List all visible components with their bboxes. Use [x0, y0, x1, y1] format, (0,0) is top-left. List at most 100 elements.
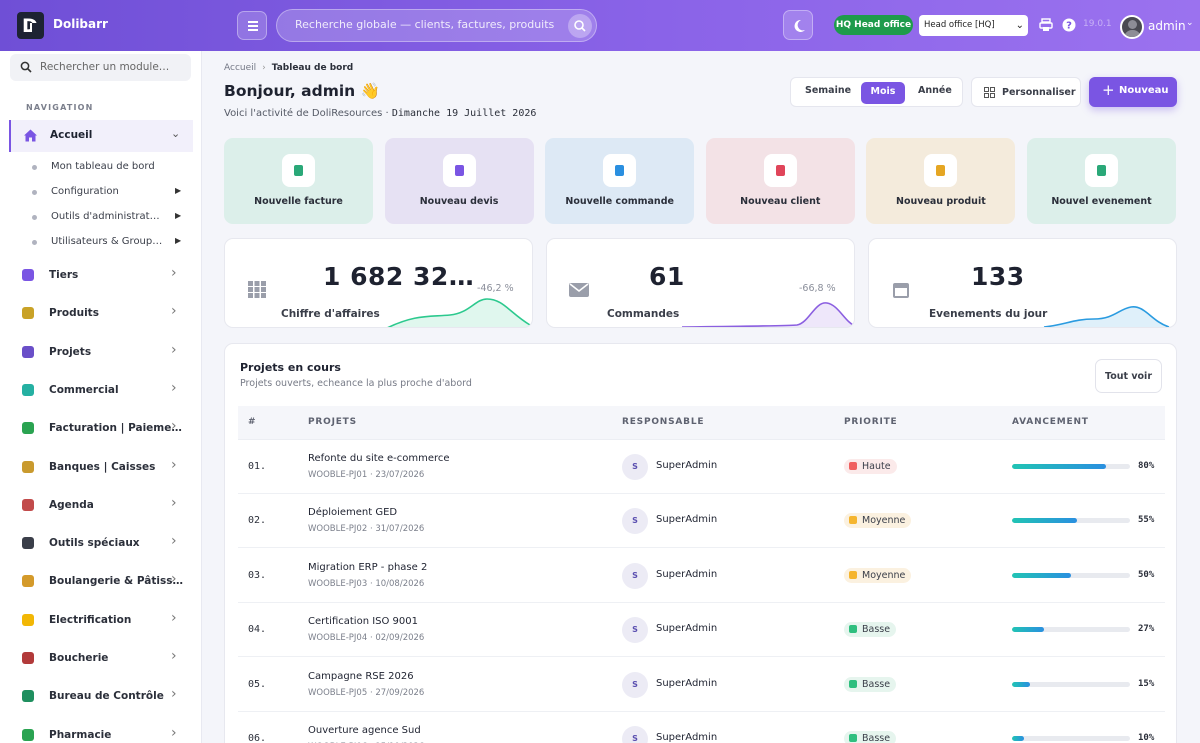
sidebar-item-label: Pharmacie	[49, 728, 112, 741]
project-name[interactable]: Refonte du site e-commerce	[308, 453, 450, 464]
project-name[interactable]: Migration ERP - phase 2	[308, 561, 428, 573]
sidebar-item[interactable]: Produits ›	[0, 302, 200, 326]
sidebar-item-label: Accueil	[50, 129, 93, 141]
sidebar-item[interactable]: Tiers ›	[0, 264, 200, 288]
quick-action-card[interactable]: Nouveau client	[705, 138, 855, 224]
module-search-input[interactable]	[40, 61, 180, 73]
table-row[interactable]: 04. Certification ISO 9001 WOOBLE-PJ04 · 0…	[238, 603, 1165, 658]
theme-toggle-button[interactable]	[783, 10, 813, 40]
project-name[interactable]: Déploiement GED	[308, 507, 398, 519]
priority-dot-icon	[849, 462, 857, 470]
kpi-sparkline	[681, 302, 854, 327]
project-name[interactable]: Certification ISO 9001	[308, 616, 418, 628]
sidebar-item[interactable]: Bureau de Contrôle ›	[0, 685, 200, 709]
subtitle-text: Voici l'activité de DoliResources ·	[224, 108, 389, 119]
bullet-icon	[32, 190, 37, 195]
project-name[interactable]: Ouverture agence Sud	[308, 725, 421, 736]
quick-action-card[interactable]: Nouveau produit	[866, 138, 1016, 224]
kpi-card[interactable]: 133 Evenements du jour	[868, 238, 1177, 328]
calendar-icon	[22, 498, 34, 511]
owner-name: SuperAdmin	[656, 514, 718, 526]
entity-select[interactable]: Head office [HQ] ⌄	[919, 15, 1028, 36]
menu-toggle-button[interactable]	[237, 11, 267, 40]
col-project[interactable]: PROJETS	[308, 417, 357, 427]
app-name[interactable]: Dolibarr	[53, 17, 108, 31]
avatar[interactable]	[1120, 15, 1144, 39]
kpi-label: Commandes	[607, 308, 680, 320]
new-label: Nouveau	[1119, 85, 1169, 96]
global-search-input[interactable]	[295, 18, 555, 31]
chevron-right-icon: ›	[171, 379, 177, 396]
help-icon[interactable]: ?	[1062, 18, 1076, 32]
quick-action-label: Nouveau devis	[419, 196, 499, 207]
table-row[interactable]: 03. Migration ERP - phase 2 WOOBLE-PJ03 · …	[238, 549, 1165, 603]
top-bar: D Dolibarr HQ Head office Head office [H…	[0, 0, 1200, 51]
sidebar-item[interactable]: Commercial ›	[0, 379, 200, 403]
new-button[interactable]: + Nouveau	[1089, 77, 1177, 107]
caret-right-icon: ▶	[175, 186, 182, 195]
breadcrumb-home[interactable]: Accueil	[224, 63, 257, 73]
customize-button[interactable]: Personnaliser	[971, 77, 1081, 107]
quick-action-card[interactable]: Nouvelle commande	[545, 138, 695, 224]
print-icon[interactable]	[1039, 18, 1053, 32]
kpi-card[interactable]: 1 682 32… -46,2 % Chiffre d'affaires	[224, 238, 533, 328]
progress-bar	[1012, 518, 1130, 524]
kpi-value: 1 682 32…	[323, 262, 475, 291]
col-priority[interactable]: PRIORITE	[844, 417, 898, 427]
table-row[interactable]: 05. Campagne RSE 2026 WOOBLE-PJ05 · 27/09/…	[238, 658, 1165, 712]
user-menu[interactable]: admin	[1148, 19, 1186, 33]
priority-dot-icon	[849, 570, 857, 579]
kpi-value: 61	[649, 262, 685, 291]
col-owner[interactable]: RESPONSABLE	[622, 417, 705, 427]
table-row[interactable]: 06.Ouverture agence SudWOOBLE-PJ06 · 15/…	[238, 712, 1165, 743]
project-name[interactable]: Campagne RSE 2026	[308, 670, 414, 682]
sidebar-item[interactable]: Projets ›	[0, 341, 200, 365]
mail-icon	[569, 283, 589, 297]
sidebar-item[interactable]: Agenda ›	[0, 494, 200, 518]
quick-action-label: Nouvelle commande	[565, 196, 674, 207]
sidebar-item[interactable]: Pharmacie ›	[0, 724, 200, 743]
bullet-icon	[32, 165, 37, 170]
bullet-icon	[32, 240, 37, 245]
calendar-icon	[893, 283, 909, 298]
sidebar-subitem[interactable]: Utilisateurs & Group… ▶	[0, 233, 200, 251]
period-month[interactable]: Mois	[861, 82, 905, 104]
dolibarr-logo[interactable]: D	[17, 12, 44, 39]
sidebar-item[interactable]: Boulangerie & Pâtiss… ›	[0, 570, 200, 594]
sidebar-item[interactable]: Banques | Caisses ›	[0, 456, 200, 480]
global-search	[276, 9, 597, 42]
sparkline-line	[681, 302, 854, 327]
owner-avatar: S	[622, 617, 648, 644]
quick-action-card[interactable]: Nouveau devis	[384, 138, 534, 224]
project-ref: WOOBLE-PJ05 · 27/09/2026	[308, 687, 425, 698]
sidebar-subitem[interactable]: Mon tableau de bord	[0, 158, 200, 176]
priority-badge: Basse	[844, 676, 897, 692]
see-all-button[interactable]: Tout voir	[1095, 359, 1162, 393]
search-button[interactable]	[568, 14, 592, 38]
sidebar-item[interactable]: Electrification ›	[0, 609, 200, 633]
chevron-down-icon[interactable]: ⌄	[1186, 18, 1194, 28]
col-progress[interactable]: AVANCEMENT	[1012, 417, 1089, 427]
period-year[interactable]: Année	[918, 85, 952, 96]
priority-dot-icon	[849, 679, 857, 688]
sidebar-item[interactable]: Outils spéciaux ›	[0, 532, 200, 556]
sidebar-item[interactable]: Facturation | Paieme… ›	[0, 417, 200, 441]
quick-action-label: Nouveau produit	[896, 196, 986, 207]
row-number: 03.	[248, 569, 267, 581]
quick-action-card[interactable]: Nouvel evenement	[1027, 138, 1176, 224]
sidebar-subitem-label: Outils d'administrat…	[51, 211, 160, 222]
grid-icon	[248, 281, 266, 298]
sidebar-item-accueil[interactable]: Accueil ⌄	[9, 120, 193, 152]
sidebar-item[interactable]: Boucherie ›	[0, 647, 200, 671]
kpi-card[interactable]: 61 -66,8 % Commandes	[546, 238, 855, 328]
period-week[interactable]: Semaine	[805, 85, 852, 96]
table-row[interactable]: 02. Déploiement GED WOOBLE-PJ02 · 31/07/20…	[238, 494, 1165, 549]
sidebar-subitem[interactable]: Configuration ▶	[0, 183, 200, 201]
sidebar-subitem[interactable]: Outils d'administrat… ▶	[0, 208, 200, 226]
priority-label: Moyenne	[862, 515, 906, 527]
table-row[interactable]: 01. Refonte du site e-commerce WOOBLE-PJ01…	[238, 440, 1165, 494]
quick-action-card[interactable]: Nouvelle facture	[224, 138, 373, 224]
sidebar-subitem-label: Configuration	[51, 186, 119, 197]
progress-percent: 50%	[1138, 569, 1155, 580]
page-subtitle: Voici l'activité de DoliResources · Dima…	[224, 108, 536, 119]
